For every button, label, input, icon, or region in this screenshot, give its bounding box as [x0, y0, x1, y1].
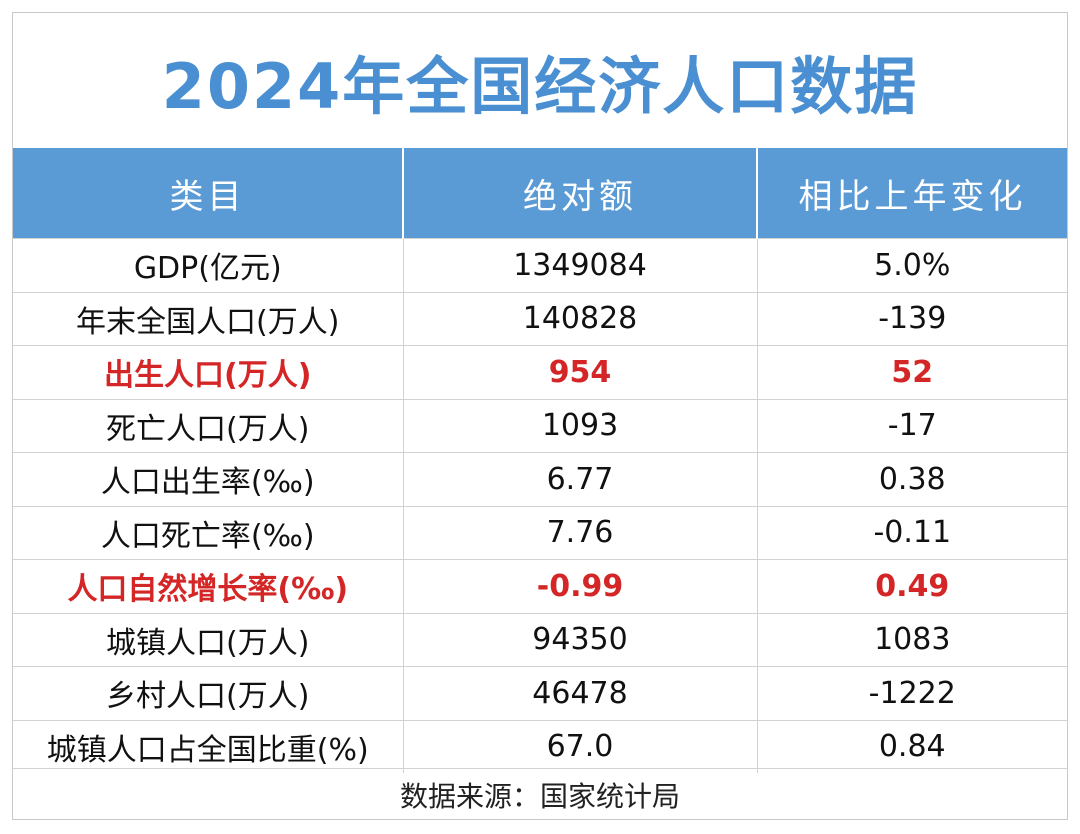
table-row: 死亡人口(万人) 1093 -17: [13, 398, 1067, 453]
row-value: 46478: [403, 666, 758, 720]
table-row: 人口死亡率(‰) 7.76 -0.11: [13, 505, 1067, 560]
row-category: 乡村人口(万人): [13, 666, 404, 720]
row-value: 140828: [403, 291, 758, 346]
row-change: 0.38: [757, 452, 1067, 506]
row-category: 死亡人口(万人): [13, 398, 404, 453]
row-value: 6.77: [403, 452, 758, 506]
row-value: 67.0: [403, 719, 758, 773]
data-card: 2024年全国经济人口数据 类目 绝对额 相比上年变化 GDP(亿元) 1349…: [12, 12, 1068, 820]
row-category: 人口死亡率(‰): [13, 505, 404, 560]
data-source-note: 数据来源：国家统计局: [13, 768, 1067, 821]
row-category: 人口出生率(‰): [13, 452, 404, 506]
row-value: 1093: [403, 398, 758, 453]
row-change: -139: [757, 291, 1067, 346]
row-change: 0.49: [757, 559, 1067, 613]
row-value: 7.76: [403, 505, 758, 560]
row-value: 954: [403, 345, 758, 399]
header-yoy-change: 相比上年变化: [757, 148, 1067, 239]
table-header-row: 类目 绝对额 相比上年变化: [13, 148, 1067, 239]
table-row: GDP(亿元) 1349084 5.0%: [13, 238, 1067, 292]
table-row: 城镇人口(万人) 94350 1083: [13, 612, 1067, 667]
row-value: 94350: [403, 612, 758, 667]
row-category: 城镇人口(万人): [13, 612, 404, 667]
table-row: 人口出生率(‰) 6.77 0.38: [13, 452, 1067, 506]
row-change: -17: [757, 398, 1067, 453]
table-row: 年末全国人口(万人) 140828 -139: [13, 291, 1067, 346]
table-row: 城镇人口占全国比重(%) 67.0 0.84: [13, 719, 1067, 773]
row-change: 1083: [757, 612, 1067, 667]
row-change: 0.84: [757, 719, 1067, 773]
row-change: -1222: [757, 666, 1067, 720]
table-row: 乡村人口(万人) 46478 -1222: [13, 666, 1067, 720]
row-change: -0.11: [757, 505, 1067, 560]
header-absolute-value: 绝对额: [403, 148, 758, 239]
row-change: 5.0%: [757, 238, 1067, 292]
row-value: -0.99: [403, 559, 758, 613]
row-category: 出生人口(万人): [13, 345, 404, 399]
row-category: GDP(亿元): [13, 238, 404, 292]
row-value: 1349084: [403, 238, 758, 292]
table-row-highlighted: 出生人口(万人) 954 52: [13, 345, 1067, 399]
row-category: 年末全国人口(万人): [13, 291, 404, 346]
row-category: 人口自然增长率(‰): [13, 559, 404, 613]
row-change: 52: [757, 345, 1067, 399]
data-table: 类目 绝对额 相比上年变化 GDP(亿元) 1349084 5.0% 年末全国人…: [13, 148, 1067, 773]
page-title: 2024年全国经济人口数据: [161, 49, 919, 123]
header-category: 类目: [13, 148, 404, 239]
table-row-highlighted: 人口自然增长率(‰) -0.99 0.49: [13, 559, 1067, 613]
row-category: 城镇人口占全国比重(%): [13, 719, 404, 773]
